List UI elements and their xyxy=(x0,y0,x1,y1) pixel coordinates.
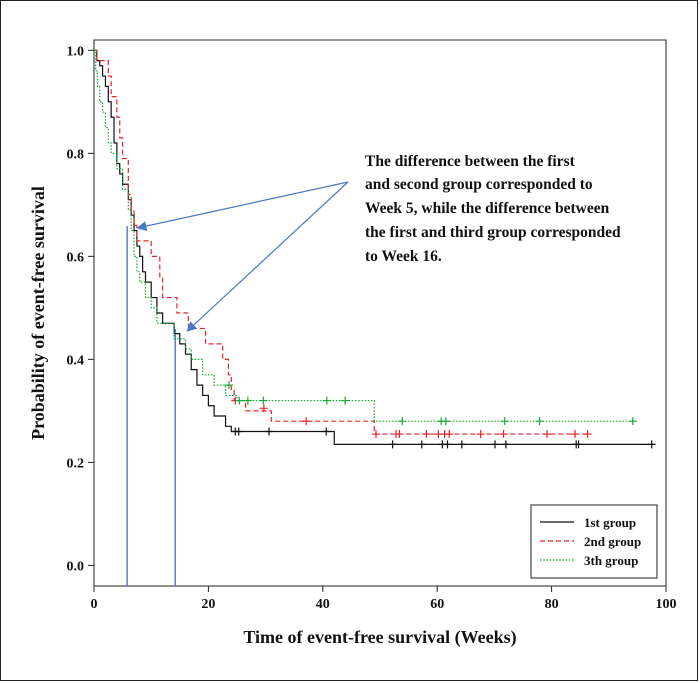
x-tick-label-0: 0 xyxy=(91,597,98,612)
legend-label-3th-group: 3th group xyxy=(584,553,638,568)
censor-mark-3th-group-5 xyxy=(341,396,350,405)
x-tick-label-5: 100 xyxy=(656,597,677,612)
censor-mark-1st-group-4 xyxy=(388,440,397,449)
annotation-arrows xyxy=(136,181,349,332)
series-line-3th-group xyxy=(94,49,635,422)
series-lines xyxy=(94,49,652,445)
censor-mark-3th-group-1 xyxy=(235,396,244,405)
censor-mark-1st-group-10 xyxy=(501,440,510,449)
censor-marks xyxy=(224,381,656,449)
x-axis-label: Time of event-free survival (Weeks) xyxy=(243,627,516,648)
censor-mark-2nd-group-6 xyxy=(422,430,431,439)
censor-mark-1st-group-5 xyxy=(417,440,426,449)
difference-markers xyxy=(126,226,176,586)
y-tick-label-4: 0.8 xyxy=(67,147,85,162)
x-tick-label-1: 20 xyxy=(201,597,215,612)
annotation-line-5: to Week 16. xyxy=(365,248,442,265)
legend: 1st group 2nd group 3th group xyxy=(530,504,658,579)
annotation-arrow-0 xyxy=(136,181,349,231)
y-tick-label-0: 0.0 xyxy=(67,559,85,574)
y-tick-label-5: 1.0 xyxy=(67,44,85,59)
censor-mark-3th-group-11 xyxy=(628,417,637,426)
x-tick-label-3: 60 xyxy=(430,597,444,612)
censor-mark-3th-group-6 xyxy=(398,417,407,426)
legend-label-1st-group: 1st group xyxy=(584,515,636,530)
y-tick-label-1: 0.2 xyxy=(67,456,85,471)
censor-mark-1st-group-2 xyxy=(265,427,274,436)
legend-label-2nd-group: 2nd group xyxy=(584,534,641,549)
censor-mark-1st-group-8 xyxy=(457,440,466,449)
y-axis-label: Probability of event-free survival xyxy=(28,186,48,440)
censor-mark-3th-group-8 xyxy=(441,417,450,426)
series-line-2nd-group xyxy=(94,49,588,435)
censor-mark-2nd-group-9 xyxy=(445,430,454,439)
annotation-line-4: the first and third group corresponded xyxy=(365,224,621,241)
censor-mark-1st-group-3 xyxy=(322,427,331,436)
censor-mark-1st-group-12 xyxy=(574,440,583,449)
censor-mark-3th-group-0 xyxy=(224,381,233,390)
series-line-1st-group xyxy=(94,49,652,445)
censor-mark-2nd-group-2 xyxy=(302,417,311,426)
censor-mark-2nd-group-11 xyxy=(499,430,508,439)
censor-mark-2nd-group-5 xyxy=(395,430,404,439)
annotation-line-2: and second group corresponded to xyxy=(365,176,593,193)
censor-mark-1st-group-1 xyxy=(234,427,243,436)
annotation: The difference between the first and sec… xyxy=(136,153,621,332)
plot-area-border xyxy=(93,39,667,587)
censor-mark-2nd-group-13 xyxy=(571,430,580,439)
x-tick-label-4: 80 xyxy=(545,597,559,612)
censor-mark-2nd-group-3 xyxy=(371,430,380,439)
annotation-line-1: The difference between the first xyxy=(365,153,576,170)
censor-mark-1st-group-9 xyxy=(490,440,499,449)
censor-mark-2nd-group-14 xyxy=(583,430,592,439)
y-tick-label-3: 0.6 xyxy=(67,250,85,265)
censor-mark-3th-group-3 xyxy=(259,396,268,405)
censor-mark-3th-group-2 xyxy=(243,396,252,405)
censor-mark-2nd-group-1 xyxy=(259,404,268,413)
censor-mark-3th-group-9 xyxy=(500,417,509,426)
censor-mark-2nd-group-12 xyxy=(543,430,552,439)
annotation-line-3: Week 5, while the difference between xyxy=(365,200,610,217)
censor-mark-2nd-group-10 xyxy=(476,430,485,439)
x-tick-label-2: 40 xyxy=(316,597,330,612)
x-axis: 0 20 40 60 80 100 xyxy=(91,586,677,612)
annotation-arrow-1 xyxy=(186,181,349,332)
censor-mark-1st-group-13 xyxy=(647,440,656,449)
y-tick-label-2: 0.4 xyxy=(67,353,85,368)
censor-mark-1st-group-7 xyxy=(443,440,452,449)
y-axis: 0.0 0.2 0.4 0.6 0.8 1.0 xyxy=(67,44,94,574)
censor-mark-3th-group-10 xyxy=(535,417,544,426)
censor-mark-3th-group-4 xyxy=(322,396,331,405)
